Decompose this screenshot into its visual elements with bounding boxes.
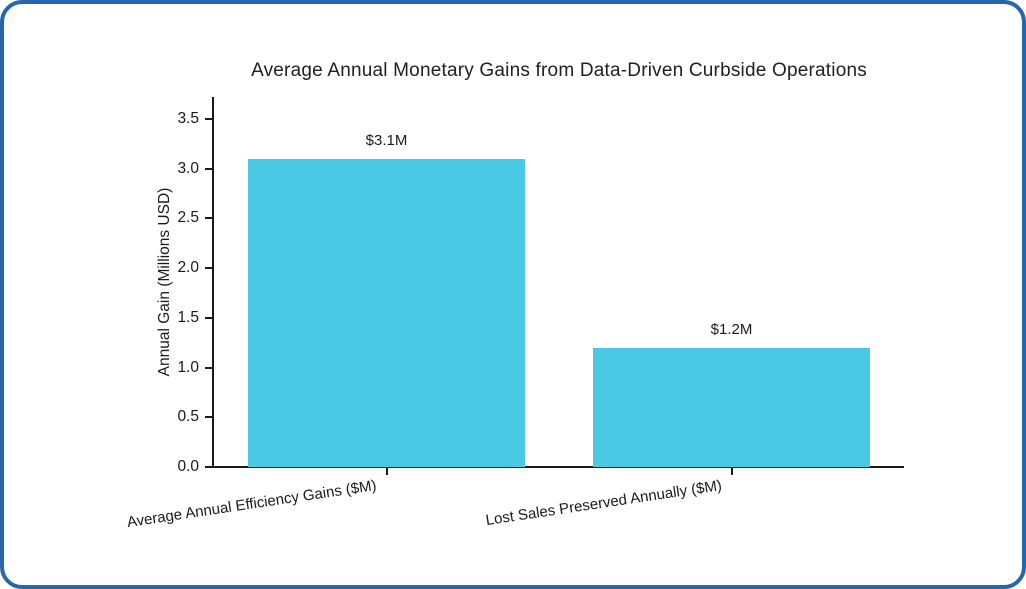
y-tick-mark <box>205 217 212 220</box>
y-tick-mark <box>205 267 212 270</box>
y-tick-label: 2.0 <box>177 259 199 277</box>
y-tick-label: 1.5 <box>177 308 199 326</box>
x-tick-mark <box>730 468 733 475</box>
y-tick-label: 1.0 <box>177 358 199 376</box>
y-tick-mark <box>205 416 212 419</box>
y-axis-spine <box>212 97 214 468</box>
bar-value-label: $3.1M <box>365 131 408 149</box>
bar <box>248 158 525 467</box>
y-tick-mark <box>205 167 212 170</box>
y-tick-mark <box>205 466 212 468</box>
y-tick-mark <box>205 366 212 369</box>
y-tick-label: 3.0 <box>177 159 199 177</box>
y-tick-mark <box>205 117 212 120</box>
y-tick-label: 0.0 <box>177 458 199 475</box>
y-tick-label: 3.5 <box>177 109 199 127</box>
chart-title: Average Annual Monetary Gains from Data-… <box>251 60 867 81</box>
x-tick-label: Average Annual Efficiency Gains ($M) <box>126 477 379 532</box>
bar <box>593 347 870 467</box>
y-tick-label: 0.5 <box>177 408 199 426</box>
x-tick-mark <box>385 468 388 475</box>
x-tick-label: Lost Sales Preserved Annually ($M) <box>484 477 724 530</box>
y-tick-mark <box>205 316 212 319</box>
y-tick-label: 2.5 <box>177 209 199 227</box>
x-axis-spine <box>212 466 904 468</box>
bar-value-label: $1.2M <box>710 320 753 338</box>
